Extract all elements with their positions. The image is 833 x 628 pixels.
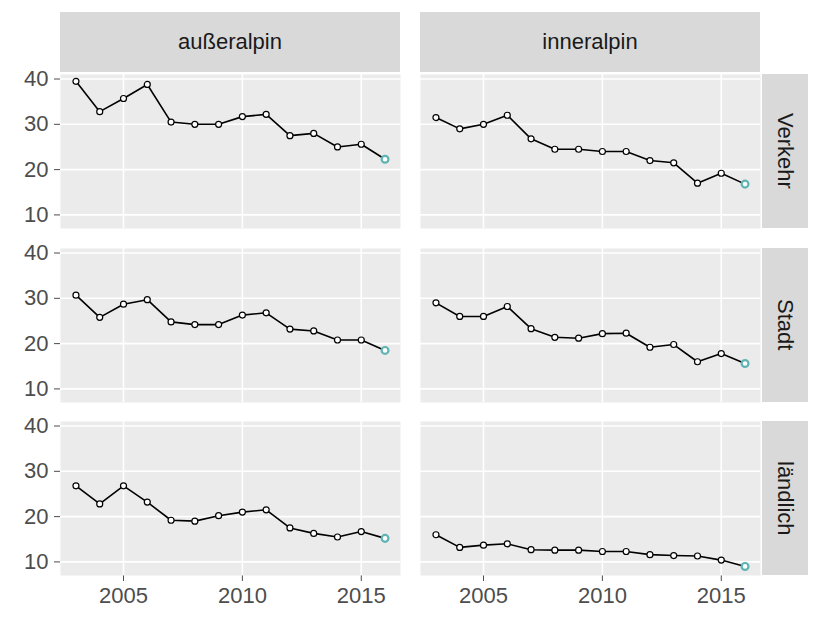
svg-text:30: 30	[24, 285, 48, 310]
svg-text:10: 10	[24, 202, 48, 227]
svg-text:2010: 2010	[578, 583, 627, 608]
svg-text:30: 30	[24, 458, 48, 483]
html-text:inneralpin: inneralpin	[542, 29, 638, 54]
svg-text:10: 10	[24, 549, 48, 574]
html-text:Stadt: Stadt	[773, 299, 798, 351]
svg-text:2005: 2005	[459, 583, 508, 608]
svg-text:10: 10	[24, 376, 48, 401]
svg-text:40: 40	[24, 66, 48, 91]
svg-text:20: 20	[24, 157, 48, 182]
svg-text:2015: 2015	[697, 583, 746, 608]
svg-text:2010: 2010	[218, 583, 267, 608]
svg-text:2005: 2005	[99, 583, 148, 608]
svg-text:20: 20	[24, 504, 48, 529]
html-text:ländlich: ländlich	[773, 460, 798, 536]
html-text:außeralpin: außeralpin	[178, 29, 282, 54]
svg-text:40: 40	[24, 240, 48, 265]
svg-text:20: 20	[24, 331, 48, 356]
svg-text:30: 30	[24, 111, 48, 136]
html-text:Verkehr: Verkehr	[773, 113, 798, 189]
svg-text:2015: 2015	[337, 583, 386, 608]
svg-text:40: 40	[24, 413, 48, 438]
